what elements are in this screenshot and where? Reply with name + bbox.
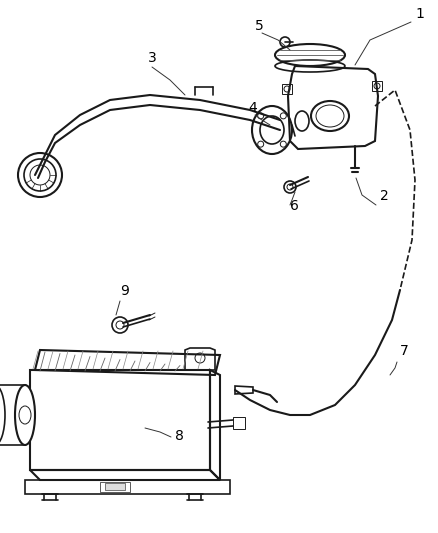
Bar (233, 417, 245, 429)
Text: 8: 8 (175, 429, 184, 443)
Text: 7: 7 (400, 344, 409, 358)
Text: 1: 1 (415, 7, 424, 21)
Bar (30, 370, 210, 470)
Ellipse shape (15, 385, 35, 445)
Text: 2: 2 (380, 189, 389, 203)
Text: 9: 9 (120, 284, 129, 298)
Text: 6: 6 (290, 199, 299, 213)
Bar (100, 482, 130, 492)
Text: 3: 3 (148, 51, 157, 65)
Bar (105, 483, 125, 490)
Bar (25, 480, 230, 494)
Text: 4: 4 (248, 101, 257, 115)
Text: 5: 5 (255, 19, 264, 33)
